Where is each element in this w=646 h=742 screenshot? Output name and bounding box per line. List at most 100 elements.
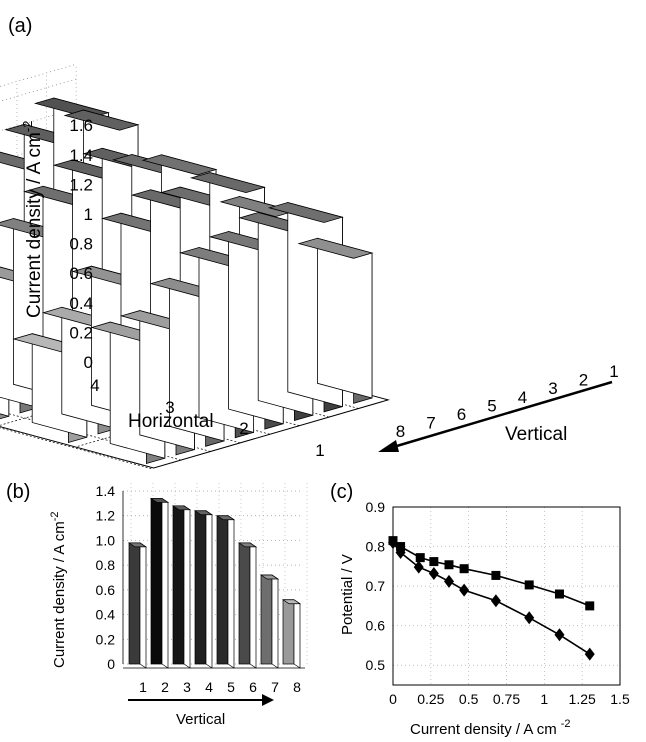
panel-c-y-tick-label: 0.7 <box>366 578 386 594</box>
panel-c-x-ticks: 0 0.25 0.5 0.75 1 1.25 1.5 <box>389 691 630 707</box>
panel-b-bar-front <box>260 574 273 665</box>
panel-a-vertical-axis-label: Vertical <box>505 424 567 445</box>
panel-a-vertical-tick-label: 2 <box>579 371 588 390</box>
panel-b-y-axis-label: Current density / A cm-2 <box>49 511 68 668</box>
panel-b-bar <box>171 505 192 669</box>
panel-b-x-tick-label: 3 <box>183 679 191 695</box>
panel-c-gridlines <box>392 506 621 685</box>
panel-c-square-marker <box>491 570 501 580</box>
panel-a-vertical-tick-label: 8 <box>396 422 405 441</box>
panel-b-label: (b) <box>6 481 30 503</box>
panel-a-horizontal-axis-label: Horizontal <box>128 411 214 432</box>
panel-c-diamond-marker <box>428 566 439 580</box>
panel-b-bar-top <box>149 498 170 503</box>
panel-a-vertical-tick-label: 4 <box>518 388 527 407</box>
panel-a-z-tick-label: 1.2 <box>69 175 93 194</box>
panel-c-square-marker <box>459 564 469 574</box>
panel-a-z-ticks: 0 0.2 0.4 0.6 0.8 1 1.2 1.4 1.6 <box>69 116 93 372</box>
panel-a-horizontal-tick-label: 2 <box>239 419 248 438</box>
panel-c-y-ticks: 0.5 0.6 0.7 0.8 0.9 <box>366 499 386 673</box>
panel-b-bar <box>215 515 236 669</box>
panel-b-bar <box>259 574 280 669</box>
panel-a-z-tick-label: 0.4 <box>69 294 93 313</box>
panel-a-bar-top <box>267 202 344 223</box>
panel-a-bars <box>0 97 374 465</box>
panel-a-z-tick-label: 0 <box>84 353 93 372</box>
panel-c-x-axis-label: Current density / A cm -2 <box>410 718 571 738</box>
panel-b-x-tick-label: 8 <box>293 679 301 695</box>
panel-c-y-tick-label: 0.9 <box>366 499 386 515</box>
panel-c-line-chart: (c) 0.5 0.6 0.7 0.8 0.9 0 0.25 0.5 0.75 1 1.25 1.5… <box>330 481 630 738</box>
panel-a-vertical-arrow <box>378 380 613 452</box>
panel-c-diamond-marker <box>554 628 565 642</box>
panel-a-vertical-tick-label: 5 <box>487 396 496 415</box>
panel-c-diamond-marker <box>388 536 398 550</box>
panel-c-square-marker <box>444 560 454 570</box>
panel-a-horizontal-tick-label: 4 <box>90 376 99 395</box>
panel-b-x-tick-label: 2 <box>161 679 169 695</box>
panel-b-bar <box>127 542 148 669</box>
panel-c-square-marker <box>429 557 439 567</box>
panel-c-series <box>388 536 595 661</box>
panel-c-diamond-marker <box>490 594 501 608</box>
panel-c-diamond-marker <box>524 611 535 625</box>
panel-b-bar-front <box>238 542 251 665</box>
panel-b-bar-side <box>183 505 191 669</box>
panel-b-y-tick-label: 1.4 <box>96 483 116 499</box>
panel-b-gridlines <box>122 483 308 669</box>
panel-a-horizontal-tick-label: 3 <box>165 398 174 417</box>
panel-a-z-axis-label: Current density / A cm-2 <box>20 121 45 318</box>
panel-b-bars <box>127 497 302 669</box>
panel-a-vertical-tick-label: 3 <box>548 379 557 398</box>
panel-b-bar-front <box>172 505 185 665</box>
panel-a-3d-bar-chart: (a) 0 0.2 0.4 0.6 0.8 1 1.2 1.4 1.6 1 2 3 4 1 2 3 4 5 6 7… <box>0 15 619 469</box>
panel-c-y-tick-label: 0.8 <box>366 539 386 555</box>
panel-b-y-tick-label: 0.6 <box>96 582 116 598</box>
panel-a-vertical-ticks: 1 2 3 4 5 6 7 8 <box>396 362 619 441</box>
panel-a-bar-side <box>316 237 373 399</box>
panel-a-z-tick-label: 0.8 <box>69 235 93 254</box>
panel-b-x-axis-label: Vertical <box>176 711 225 728</box>
panel-b-bar <box>193 510 214 669</box>
panel-b-y-tick-label: 0.8 <box>96 557 116 573</box>
panel-c-x-tick-label: 0 <box>389 691 397 707</box>
panel-b-bar-front <box>216 515 229 665</box>
panel-a-z-tick-label: 1.6 <box>69 116 93 135</box>
panel-c-x-tick-label: 0.75 <box>493 691 520 707</box>
panel-c-x-tick-label: 1.25 <box>569 691 596 707</box>
panel-b-y-tick-label: 0.4 <box>96 607 116 623</box>
panel-a-z-tick-label: 0.2 <box>69 323 93 342</box>
panel-b-y-tick-label: 1.2 <box>96 508 116 524</box>
panel-c-diamond-marker <box>459 583 470 597</box>
panel-b-x-tick-label: 4 <box>205 679 213 695</box>
panel-a-z-tick-label: 1.4 <box>69 146 93 165</box>
panel-c-x-tick-label: 0.25 <box>417 691 444 707</box>
panel-b-bar-side <box>293 599 301 669</box>
panel-a-bar-top <box>219 196 296 218</box>
panel-a-bar-top <box>141 154 218 176</box>
panel-c-square-marker <box>554 589 564 599</box>
panel-b-bar-side <box>205 510 213 669</box>
panel-a-bar-top <box>63 109 140 131</box>
panel-a-bar-top <box>297 237 374 259</box>
panel-c-diamond-marker <box>395 545 406 559</box>
panel-b-bar-top <box>171 505 192 511</box>
panel-b-bar-side <box>271 574 279 669</box>
panel-c-square-marker <box>524 580 534 590</box>
panel-b-bar <box>237 542 258 669</box>
panel-a-z-tick-label: 1 <box>84 205 93 224</box>
panel-a-horizontal-ticks: 1 2 3 4 <box>90 376 324 460</box>
panel-c-label: (c) <box>330 481 353 503</box>
panel-c-diamond-marker <box>584 647 595 661</box>
panel-b-vertical-arrow <box>128 694 274 706</box>
panel-a-bar-top <box>189 172 266 194</box>
panel-c-line <box>392 542 591 655</box>
panel-b-bar-top <box>193 510 214 516</box>
panel-c-x-tick-label: 1.5 <box>610 691 630 707</box>
panel-c-y-tick-label: 0.5 <box>366 657 386 673</box>
panel-b-bar-top <box>259 574 280 580</box>
panel-c-square-marker <box>585 601 595 611</box>
panel-a-vertical-tick-label: 1 <box>609 362 618 381</box>
